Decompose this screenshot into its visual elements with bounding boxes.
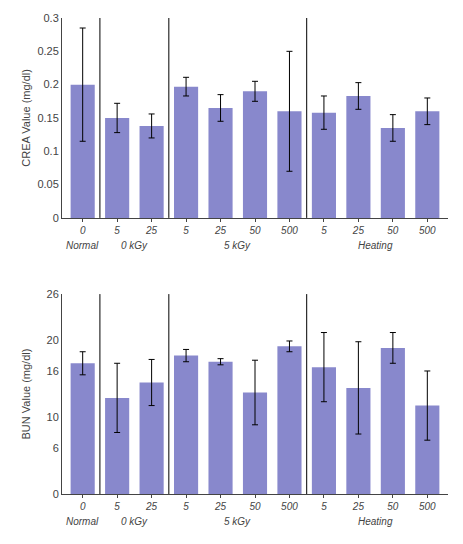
svg-text:25: 25 [214, 225, 227, 236]
svg-text:500: 500 [419, 501, 436, 512]
svg-text:Heating: Heating [358, 516, 393, 527]
svg-text:16: 16 [47, 365, 59, 377]
svg-text:0.1: 0.1 [44, 145, 59, 157]
svg-text:0.3: 0.3 [44, 12, 59, 24]
svg-text:0: 0 [80, 225, 86, 236]
svg-text:50: 50 [249, 501, 261, 512]
svg-text:5: 5 [183, 501, 189, 512]
svg-text:0 kGy: 0 kGy [121, 516, 148, 527]
svg-text:20: 20 [47, 334, 59, 346]
svg-text:50: 50 [387, 501, 399, 512]
svg-text:5: 5 [114, 501, 120, 512]
svg-text:6: 6 [53, 442, 59, 454]
svg-text:25: 25 [145, 501, 158, 512]
svg-text:26: 26 [47, 288, 59, 300]
svg-text:0: 0 [80, 501, 86, 512]
svg-text:Heating: Heating [358, 240, 393, 251]
svg-text:BUN Value (mg/dl): BUN Value (mg/dl) [20, 349, 32, 440]
svg-text:0 kGy: 0 kGy [121, 240, 148, 251]
svg-text:25: 25 [145, 225, 158, 236]
svg-text:5: 5 [183, 225, 189, 236]
svg-text:50: 50 [387, 225, 399, 236]
svg-text:500: 500 [281, 501, 298, 512]
svg-text:Normal: Normal [66, 240, 99, 251]
svg-text:CREA Value (mg/dl): CREA Value (mg/dl) [20, 69, 32, 167]
svg-text:10: 10 [47, 411, 59, 423]
svg-text:5: 5 [321, 501, 327, 512]
svg-text:25: 25 [352, 501, 365, 512]
svg-text:25: 25 [214, 501, 227, 512]
svg-text:0.25: 0.25 [37, 45, 58, 57]
svg-text:5: 5 [321, 225, 327, 236]
svg-text:500: 500 [419, 225, 436, 236]
svg-text:5: 5 [114, 225, 120, 236]
svg-text:25: 25 [352, 225, 365, 236]
svg-text:5 kGy: 5 kGy [224, 516, 251, 527]
svg-text:5 kGy: 5 kGy [224, 240, 251, 251]
svg-text:0.15: 0.15 [37, 112, 58, 124]
svg-text:50: 50 [249, 225, 261, 236]
svg-text:0.2: 0.2 [44, 78, 59, 90]
svg-text:0.05: 0.05 [37, 178, 58, 190]
svg-text:0: 0 [53, 212, 59, 224]
svg-text:0: 0 [53, 488, 59, 500]
svg-text:500: 500 [281, 225, 298, 236]
svg-text:Normal: Normal [66, 516, 99, 527]
